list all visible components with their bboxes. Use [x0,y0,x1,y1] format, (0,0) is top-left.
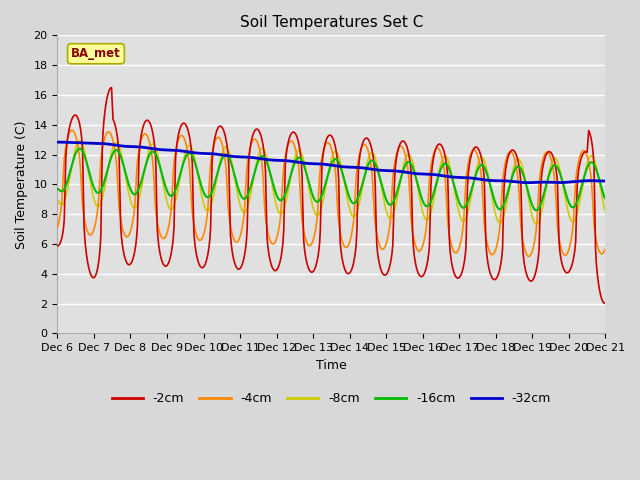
Y-axis label: Soil Temperature (C): Soil Temperature (C) [15,120,28,249]
Text: BA_met: BA_met [71,47,121,60]
Legend: -2cm, -4cm, -8cm, -16cm, -32cm: -2cm, -4cm, -8cm, -16cm, -32cm [107,387,556,410]
Title: Soil Temperatures Set C: Soil Temperatures Set C [240,15,423,30]
X-axis label: Time: Time [316,359,347,372]
